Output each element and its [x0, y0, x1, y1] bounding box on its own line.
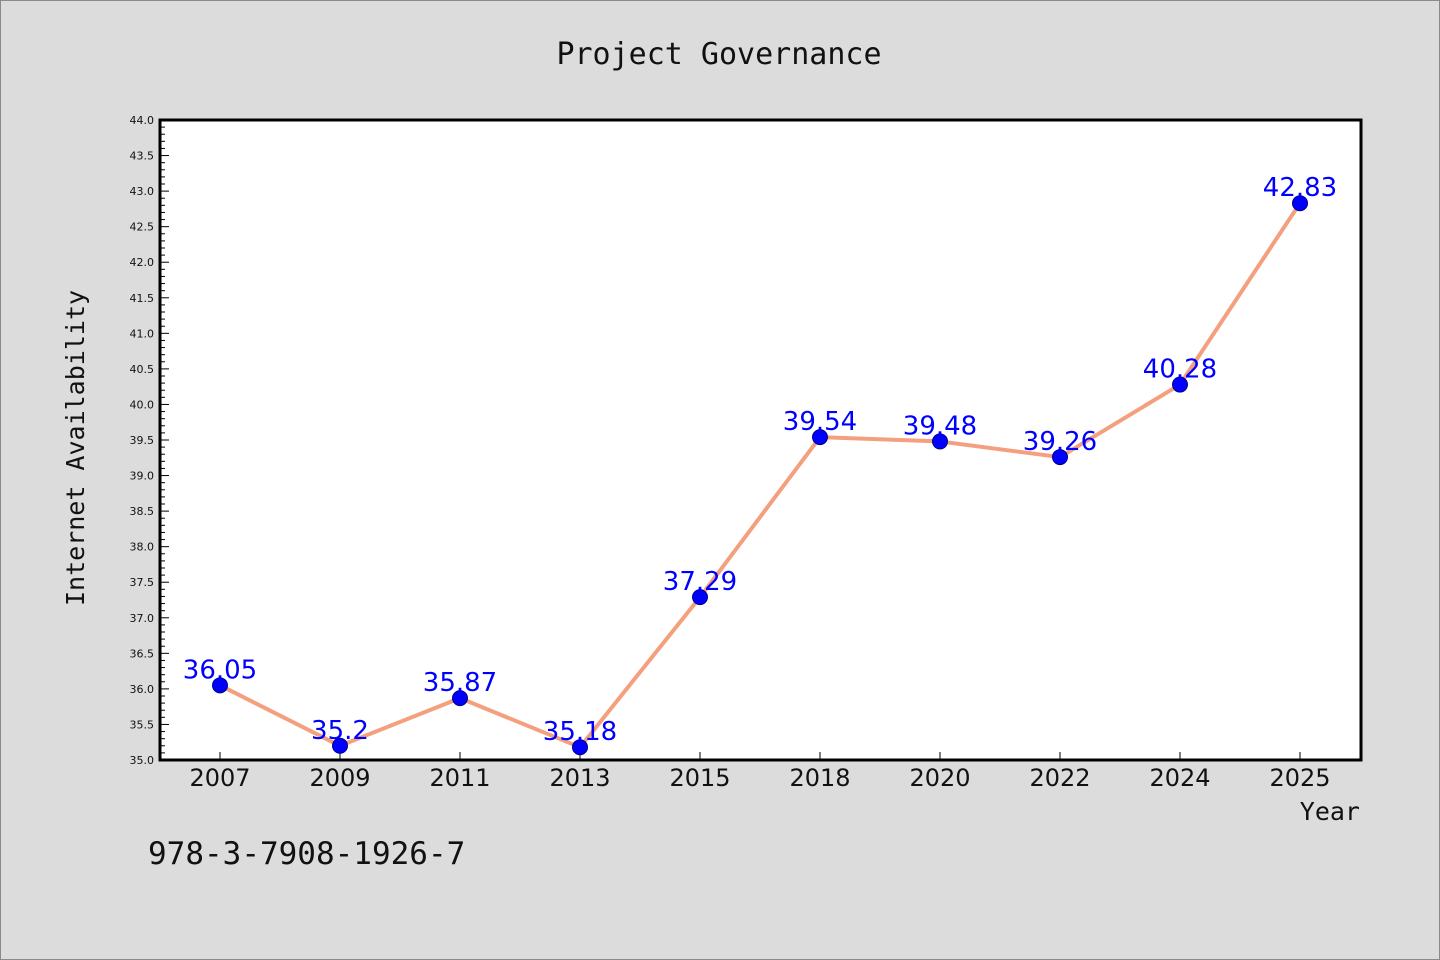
y-tick-label: 42.0	[130, 256, 155, 269]
y-tick-label: 39.5	[130, 434, 155, 447]
x-tick-label: 2009	[309, 764, 370, 792]
data-point	[452, 690, 468, 707]
x-tick-label: 2024	[1149, 764, 1210, 792]
y-tick-label: 35.0	[130, 754, 155, 767]
data-label: 37.29	[663, 567, 737, 597]
y-tick-label: 40.0	[130, 398, 155, 411]
series-line-group	[212, 195, 1308, 756]
data-point	[1292, 195, 1308, 212]
data-label: 36.05	[183, 655, 257, 685]
y-tick-label: 39.0	[130, 470, 155, 483]
y-tick-label: 36.0	[130, 683, 155, 696]
data-labels: 36.05 35.2 35.87 35.18 37.29 39.54 39.48 39.26 4…	[183, 173, 1337, 747]
data-label: 35.87	[423, 668, 497, 698]
data-label: 40.28	[1143, 355, 1217, 385]
data-point	[1172, 376, 1188, 393]
x-tick-label: 2015	[669, 764, 730, 792]
series-line	[218, 201, 1302, 750]
x-axis-label: Year	[1300, 797, 1360, 826]
y-axis: 35.0 35.5 36.0 36.5 37.0 37.5 38.0 38.5 39.0 39.5…	[130, 114, 169, 767]
chart-title: Project Governance	[556, 37, 881, 72]
data-point	[332, 737, 348, 754]
data-point	[212, 677, 228, 694]
x-tick-label: 2025	[1269, 764, 1330, 792]
y-tick-label: 36.5	[130, 647, 155, 660]
y-tick-label: 42.5	[130, 221, 155, 234]
y-tick-label: 37.5	[130, 576, 155, 589]
x-tick-label: 2020	[909, 764, 970, 792]
plot-area	[158, 118, 1363, 762]
x-tick-label: 2011	[429, 764, 490, 792]
data-point	[1052, 449, 1068, 466]
y-tick-label: 41.5	[130, 292, 155, 305]
y-axis-label: Internet Availability	[61, 290, 90, 606]
data-label: 39.48	[903, 411, 977, 441]
y-tick-label: 40.5	[130, 363, 155, 376]
data-label: 42.83	[1263, 173, 1337, 203]
isbn-label: 978-3-7908-1926-7	[148, 836, 465, 872]
data-label: 39.26	[1023, 427, 1097, 457]
data-point	[932, 433, 948, 450]
data-point	[692, 589, 708, 606]
x-axis: 2007 2009 2011 2013 2015 2018 2020 2022 2024 2025	[189, 752, 1331, 792]
data-label: 35.2	[311, 716, 369, 746]
x-tick-label: 2013	[549, 764, 610, 792]
x-tick-label: 2022	[1029, 764, 1090, 792]
y-tick-label: 37.0	[130, 612, 155, 625]
y-tick-label: 43.0	[130, 185, 155, 198]
data-point	[572, 739, 588, 756]
y-tick-label: 35.5	[130, 718, 155, 731]
x-tick-label: 2007	[189, 764, 250, 792]
y-tick-label: 38.0	[130, 541, 155, 554]
data-label: 39.54	[783, 407, 857, 437]
y-tick-label: 38.5	[130, 505, 155, 518]
y-tick-label: 43.5	[130, 150, 155, 163]
y-tick-label: 41.0	[130, 327, 155, 340]
data-label: 35.18	[543, 717, 617, 747]
data-point	[812, 429, 828, 446]
x-tick-label: 2018	[789, 764, 850, 792]
y-tick-label: 44.0	[130, 114, 155, 127]
